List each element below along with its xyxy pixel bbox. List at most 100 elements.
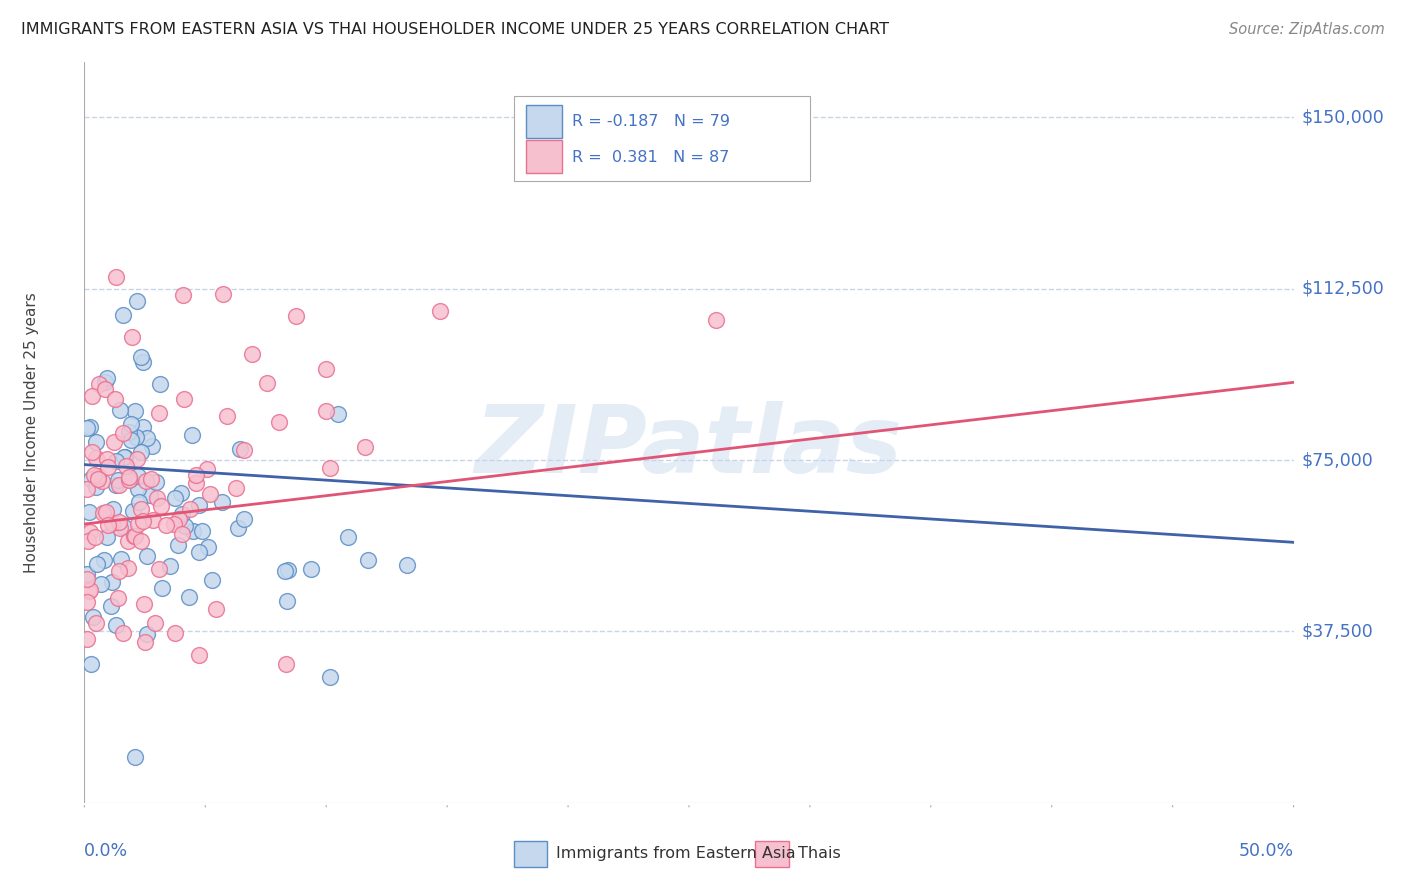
Point bbox=[274, 657, 297, 671]
Point bbox=[396, 558, 419, 572]
Text: Thais: Thais bbox=[797, 847, 841, 862]
Point bbox=[135, 474, 157, 488]
Point bbox=[131, 445, 153, 459]
Point bbox=[107, 515, 129, 529]
Point bbox=[131, 514, 153, 528]
Point bbox=[127, 469, 149, 483]
FancyBboxPatch shape bbox=[513, 95, 810, 181]
Text: 50.0%: 50.0% bbox=[1239, 842, 1294, 860]
Point bbox=[107, 474, 129, 488]
Point bbox=[76, 595, 98, 609]
Point bbox=[174, 519, 197, 533]
Point bbox=[122, 504, 145, 518]
Bar bbox=[513, 840, 547, 867]
Point bbox=[146, 491, 169, 506]
Point bbox=[163, 625, 186, 640]
Point bbox=[89, 376, 111, 391]
Bar bbox=[526, 140, 562, 173]
Point bbox=[90, 576, 112, 591]
Point bbox=[101, 516, 124, 530]
Point bbox=[319, 670, 342, 684]
Point bbox=[228, 521, 250, 535]
Text: Source: ZipAtlas.com: Source: ZipAtlas.com bbox=[1229, 22, 1385, 37]
Point bbox=[105, 454, 128, 468]
Point bbox=[117, 560, 139, 574]
Point bbox=[141, 439, 163, 453]
Point bbox=[77, 584, 100, 599]
Point bbox=[84, 615, 107, 630]
Bar bbox=[526, 104, 562, 138]
Text: $112,500: $112,500 bbox=[1302, 280, 1385, 298]
Point bbox=[132, 355, 155, 369]
Point bbox=[124, 528, 146, 542]
Point bbox=[181, 524, 204, 539]
Point bbox=[76, 572, 98, 586]
Point bbox=[132, 597, 155, 611]
Text: $75,000: $75,000 bbox=[1302, 451, 1374, 469]
Point bbox=[429, 304, 451, 318]
Point bbox=[76, 632, 98, 646]
Point bbox=[96, 451, 118, 466]
Point bbox=[125, 429, 148, 443]
Point bbox=[172, 288, 194, 302]
Point bbox=[79, 582, 101, 597]
Point bbox=[184, 467, 207, 482]
Point bbox=[276, 593, 298, 607]
Point bbox=[163, 516, 186, 531]
Point bbox=[86, 480, 108, 494]
Point bbox=[77, 533, 100, 548]
Point bbox=[225, 481, 247, 495]
Point bbox=[205, 602, 228, 616]
Point bbox=[149, 376, 172, 391]
Point bbox=[104, 269, 127, 284]
Point bbox=[118, 472, 141, 486]
Point bbox=[150, 500, 173, 514]
Point bbox=[112, 520, 135, 534]
Point bbox=[187, 498, 209, 512]
Point bbox=[148, 406, 170, 420]
Point bbox=[120, 417, 142, 432]
Point bbox=[148, 562, 170, 576]
Point bbox=[315, 362, 337, 376]
Point bbox=[104, 477, 127, 491]
Point bbox=[103, 434, 125, 449]
Point bbox=[112, 625, 135, 640]
Point bbox=[180, 428, 202, 442]
Point bbox=[101, 502, 124, 516]
Point bbox=[80, 657, 103, 672]
Point bbox=[159, 559, 181, 574]
Point bbox=[94, 383, 117, 397]
Point bbox=[155, 518, 177, 533]
Point bbox=[299, 562, 322, 576]
Point bbox=[211, 495, 233, 509]
Text: Householder Income Under 25 years: Householder Income Under 25 years bbox=[24, 293, 39, 573]
Point bbox=[84, 434, 107, 449]
Point bbox=[267, 415, 290, 429]
Bar bbox=[755, 840, 789, 867]
Point bbox=[211, 287, 233, 301]
Point bbox=[121, 330, 143, 344]
Text: IMMIGRANTS FROM EASTERN ASIA VS THAI HOUSEHOLDER INCOME UNDER 25 YEARS CORRELATI: IMMIGRANTS FROM EASTERN ASIA VS THAI HOU… bbox=[21, 22, 889, 37]
Point bbox=[167, 538, 190, 552]
Point bbox=[169, 485, 191, 500]
Text: $37,500: $37,500 bbox=[1302, 623, 1374, 640]
Point bbox=[134, 635, 156, 649]
Point bbox=[326, 407, 349, 421]
Point bbox=[108, 564, 131, 578]
Point bbox=[191, 524, 214, 538]
Point bbox=[285, 309, 308, 323]
Text: 0.0%: 0.0% bbox=[84, 842, 128, 860]
Point bbox=[172, 527, 194, 541]
Point bbox=[107, 591, 129, 605]
Point bbox=[184, 476, 207, 491]
Point bbox=[127, 517, 149, 532]
Point bbox=[104, 618, 127, 632]
Point bbox=[82, 609, 104, 624]
Point bbox=[125, 293, 148, 308]
Point bbox=[93, 506, 115, 520]
Point bbox=[354, 440, 377, 454]
Point bbox=[163, 491, 186, 505]
Point bbox=[179, 502, 201, 516]
Text: $150,000: $150,000 bbox=[1302, 108, 1385, 127]
Point bbox=[118, 425, 141, 440]
